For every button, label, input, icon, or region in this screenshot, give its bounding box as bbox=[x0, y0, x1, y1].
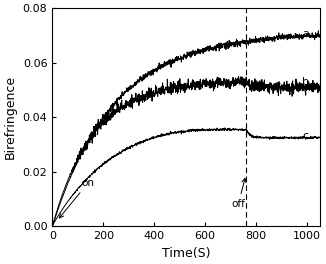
Text: b: b bbox=[302, 77, 309, 87]
X-axis label: Time(S): Time(S) bbox=[162, 247, 210, 260]
Text: c: c bbox=[302, 131, 308, 142]
Text: on: on bbox=[59, 178, 95, 218]
Text: off: off bbox=[231, 178, 246, 209]
Text: a: a bbox=[302, 29, 309, 39]
Y-axis label: Birefringence: Birefringence bbox=[4, 75, 17, 159]
